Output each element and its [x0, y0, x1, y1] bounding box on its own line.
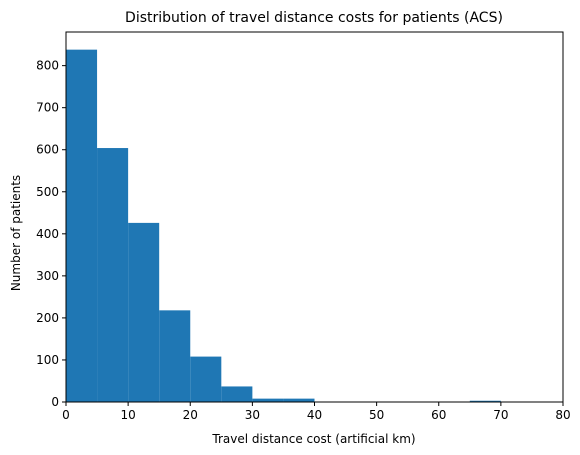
histogram-bar-0-5 [66, 49, 98, 403]
x-tick-label: 0 [62, 408, 70, 422]
y-tick-label: 200 [36, 311, 59, 325]
y-tick-label: 700 [36, 101, 59, 115]
y-axis-ticks: 0 100 200 300 400 500 600 700 800 [36, 59, 66, 409]
x-tick-label: 30 [245, 408, 260, 422]
histogram-bar-20-25 [190, 356, 222, 402]
histogram-bar-5-10 [97, 148, 129, 402]
y-tick-label: 300 [36, 269, 59, 283]
x-tick-label: 80 [555, 408, 570, 422]
y-tick-label: 100 [36, 353, 59, 367]
histogram-bar-10-15 [128, 222, 160, 402]
y-axis-label: Number of patients [9, 175, 23, 291]
bars-group [66, 49, 563, 403]
x-tick-label: 40 [307, 408, 322, 422]
x-axis-label: Travel distance cost (artificial km) [211, 432, 415, 446]
x-tick-label: 60 [431, 408, 446, 422]
x-tick-label: 70 [493, 408, 508, 422]
y-tick-label: 600 [36, 143, 59, 157]
histogram-bar-30-35 [252, 398, 284, 402]
histogram-bar-65-70 [469, 400, 501, 402]
x-tick-label: 20 [183, 408, 198, 422]
x-tick-label: 10 [120, 408, 135, 422]
y-tick-label: 0 [51, 395, 59, 409]
x-axis-ticks: 0 10 20 30 40 50 60 70 80 [62, 402, 571, 422]
x-tick-label: 50 [369, 408, 384, 422]
y-tick-label: 400 [36, 227, 59, 241]
histogram-bar-25-30 [221, 386, 253, 402]
plot-frame [65, 31, 564, 403]
y-tick-label: 500 [36, 185, 59, 199]
histogram-bar-15-20 [159, 310, 191, 402]
y-tick-label: 800 [36, 59, 59, 73]
chart-title: Distribution of travel distance costs fo… [125, 10, 503, 26]
histogram-bar-35-40 [283, 398, 315, 402]
